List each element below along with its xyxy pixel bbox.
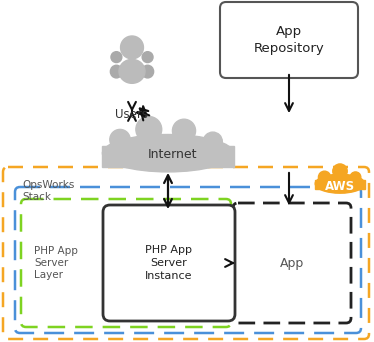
Text: App
Repository: App Repository — [254, 25, 324, 55]
Ellipse shape — [315, 174, 365, 193]
Circle shape — [120, 36, 144, 59]
Text: App: App — [280, 256, 304, 269]
Text: OpsWorks
Stack: OpsWorks Stack — [22, 180, 74, 202]
Ellipse shape — [142, 65, 154, 78]
Circle shape — [142, 52, 153, 63]
Text: Internet: Internet — [148, 148, 198, 161]
Circle shape — [333, 164, 347, 179]
FancyBboxPatch shape — [103, 205, 235, 321]
Ellipse shape — [110, 65, 122, 78]
Bar — [102, 146, 234, 167]
Text: PHP App
Server
Instance: PHP App Server Instance — [145, 245, 193, 281]
Circle shape — [318, 171, 331, 183]
Text: PHP App
Server
Layer: PHP App Server Layer — [34, 246, 78, 280]
Circle shape — [350, 172, 361, 183]
Bar — [315, 180, 365, 189]
Ellipse shape — [119, 60, 145, 83]
Ellipse shape — [102, 134, 234, 172]
Text: Users: Users — [116, 108, 148, 121]
Circle shape — [110, 129, 130, 150]
Circle shape — [136, 117, 162, 142]
Circle shape — [172, 119, 196, 142]
Circle shape — [203, 132, 222, 151]
FancyBboxPatch shape — [220, 2, 358, 78]
Circle shape — [111, 52, 122, 63]
Text: AWS: AWS — [325, 180, 355, 193]
